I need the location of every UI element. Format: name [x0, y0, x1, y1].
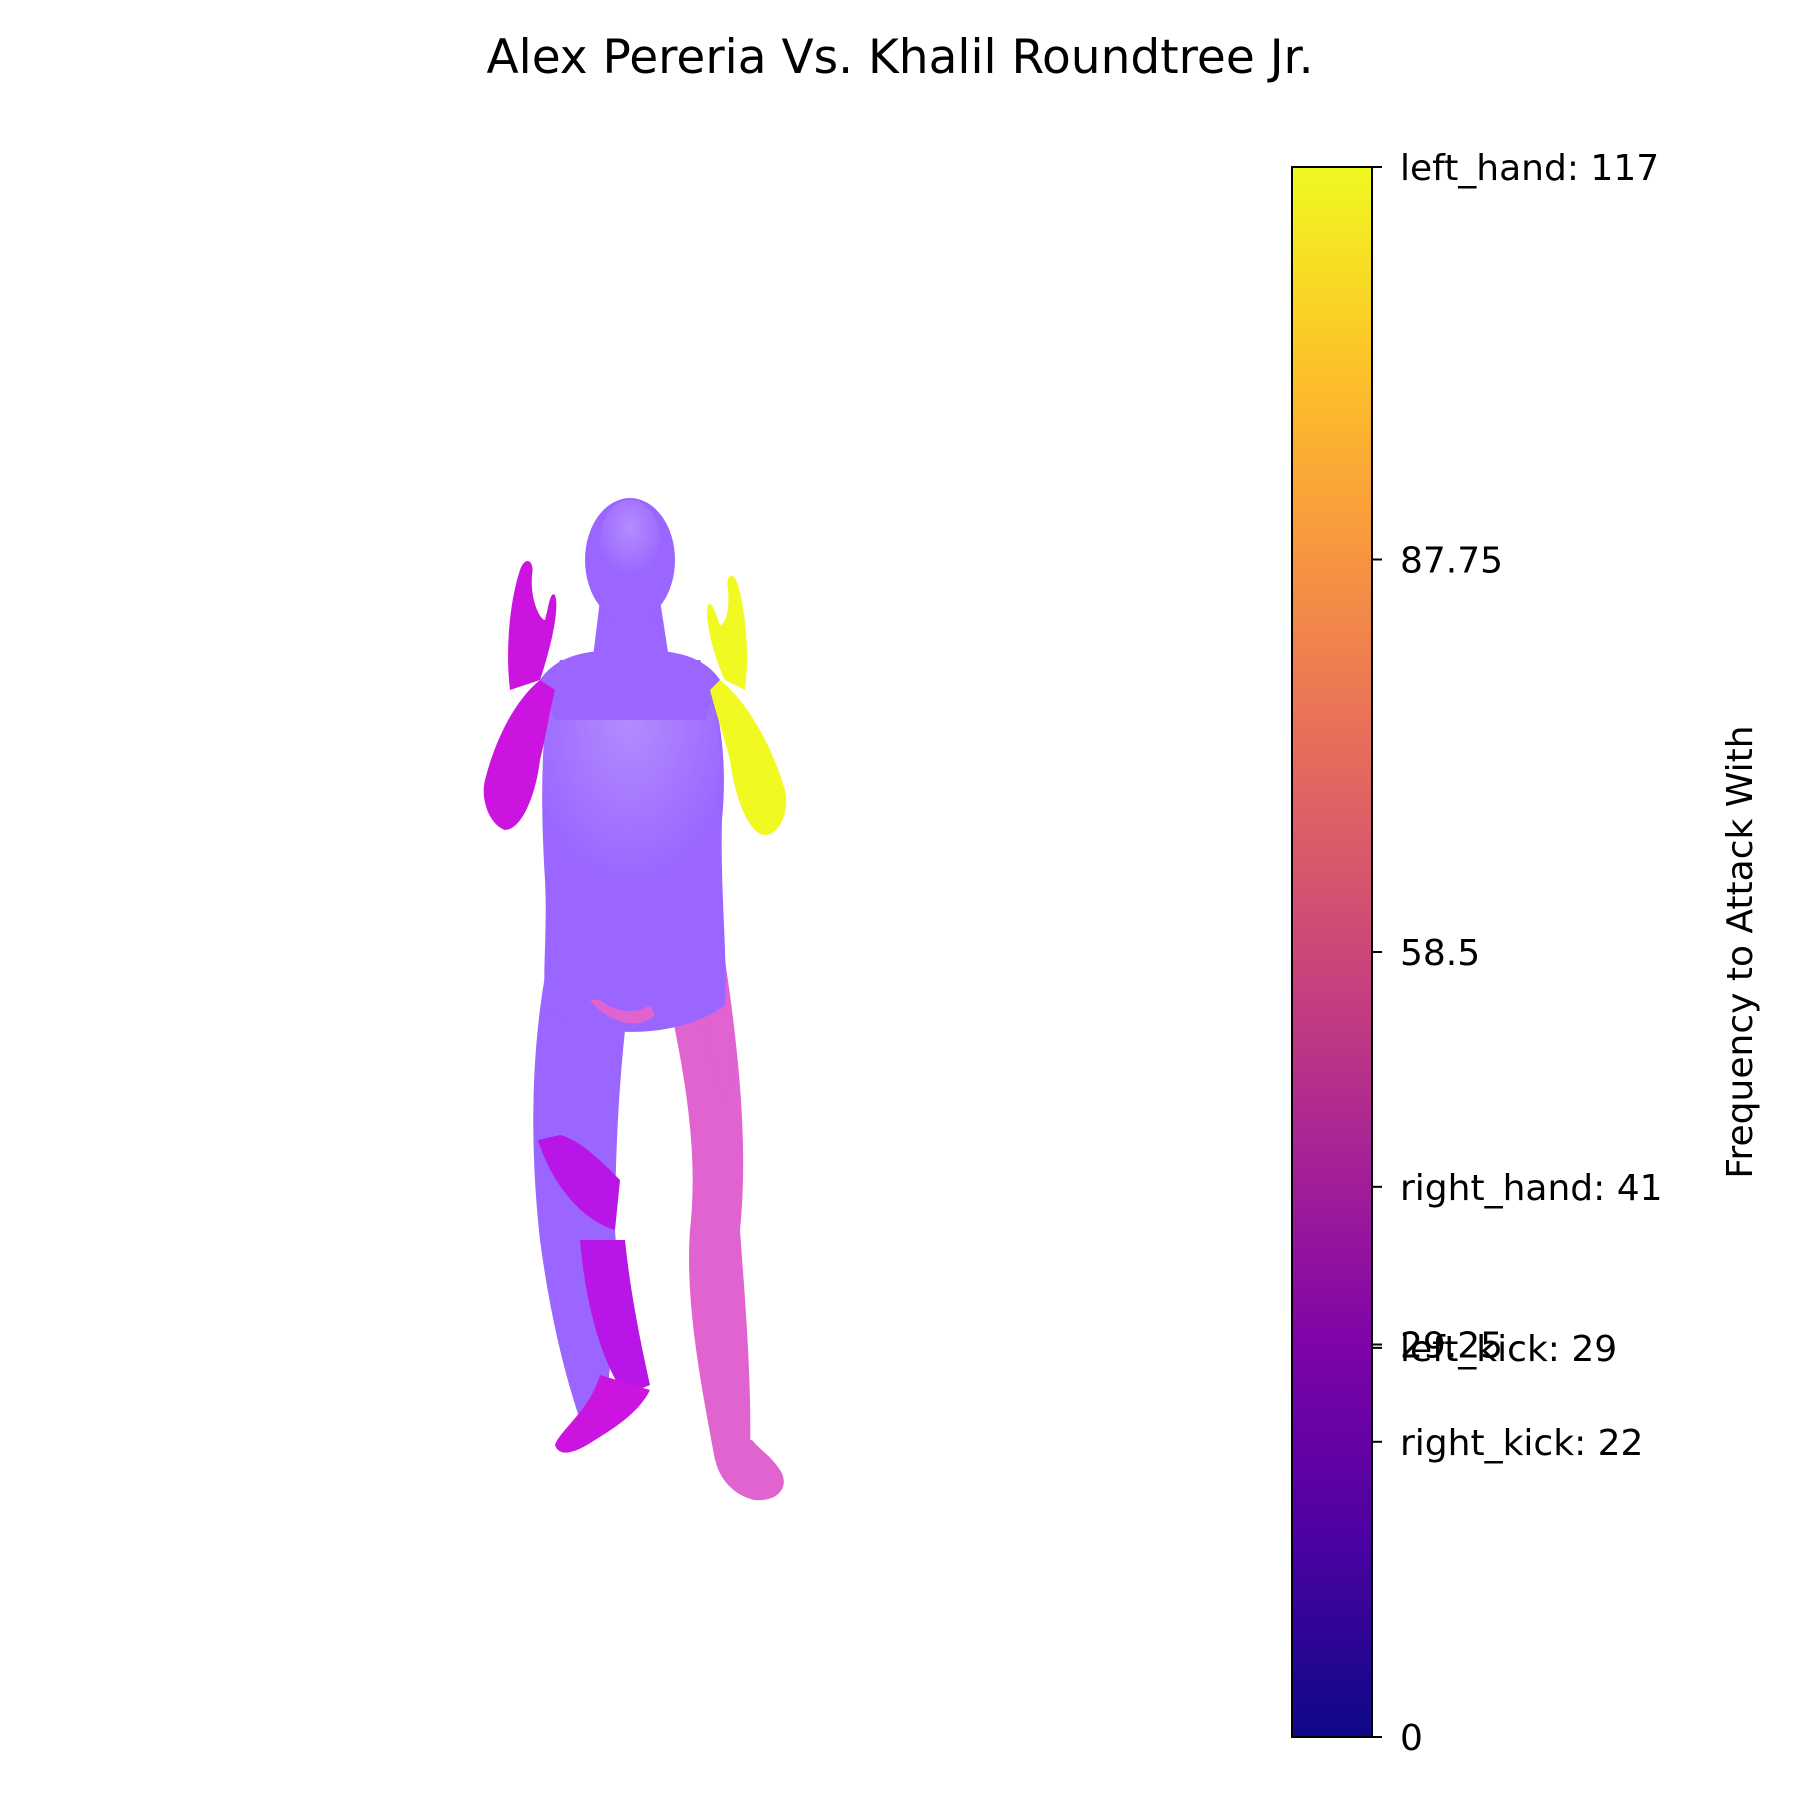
colorbar-tick-label: right_kick: 22: [1400, 1423, 1643, 1464]
colorbar-tick-label: 0: [1400, 1718, 1423, 1759]
left-leg: [660, 960, 751, 1460]
shoulders: [540, 650, 720, 720]
right-arm: [483, 680, 555, 830]
colorbar-tick-label: right_hand: 41: [1400, 1168, 1663, 1209]
body-figure: [483, 498, 787, 1501]
colorbar-tick-label: 58.5: [1400, 933, 1480, 974]
colorbar-tick-label: left_hand: 117: [1400, 148, 1659, 189]
right-shin: [580, 1240, 650, 1395]
right-foot: [555, 1375, 650, 1453]
colorbar-tick-label: left_kick: 29: [1400, 1329, 1617, 1370]
chart-title: Alex Pereria Vs. Khalil Roundtree Jr.: [486, 30, 1314, 85]
colorbar-tick-label: 87.75: [1400, 541, 1503, 582]
head-shine: [600, 500, 660, 580]
colorbar-tick-label: 29.25: [1400, 1326, 1503, 1367]
right-thigh-patch: [538, 1135, 620, 1230]
left-hand: [707, 575, 748, 690]
left-foot: [714, 1440, 784, 1501]
right-hand: [508, 560, 557, 690]
left-arm: [710, 680, 787, 835]
colorbar-label: Frequency to Attack With: [1720, 725, 1761, 1178]
hip-patch: [590, 1000, 655, 1024]
colorbar-gradient: [1292, 167, 1372, 1737]
